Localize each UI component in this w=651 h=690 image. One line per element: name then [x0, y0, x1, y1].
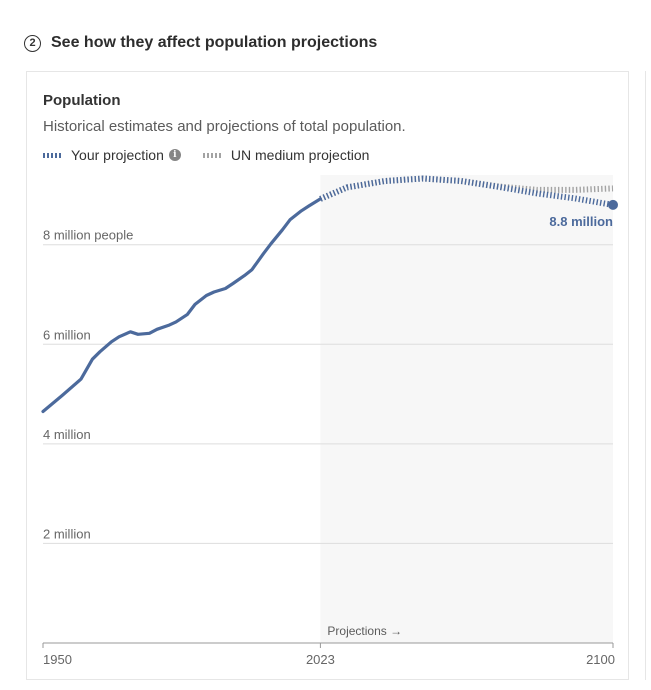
step-number-badge: 2 — [24, 34, 41, 52]
step-title: See how they affect population projectio… — [51, 34, 378, 51]
y-tick-label: 4 million — [43, 427, 91, 442]
historical-line — [41, 197, 322, 414]
chart-legend: Your projection i UN medium projection — [43, 147, 391, 163]
y-tick-label: 2 million — [43, 526, 91, 541]
un-projection-line — [319, 175, 614, 202]
legend-label-un-projection: UN medium projection — [230, 147, 370, 163]
projection-end-point — [608, 199, 618, 210]
legend-swatch-un-projection — [202, 152, 223, 158]
y-tick-label: 8 million people — [43, 228, 133, 243]
projection-shading — [320, 175, 613, 643]
y-tick-label: 6 million — [43, 327, 91, 342]
chart-subtitle: Historical estimates and projections of … — [43, 118, 406, 135]
chart-title: Population — [43, 92, 121, 109]
legend-swatch-your-projection — [43, 152, 63, 158]
legend-item-un-projection[interactable]: UN medium projection — [202, 147, 370, 163]
info-icon[interactable]: i — [168, 149, 181, 161]
step-header: 2 See how they affect population project… — [24, 31, 377, 55]
x-tick-label: 2100 — [586, 652, 615, 667]
legend-label-your-projection: Your projection — [71, 147, 164, 163]
legend-item-your-projection[interactable]: Your projection i — [43, 147, 181, 163]
end-value-label: 8.8 million — [549, 214, 613, 229]
projections-label: Projections → — [327, 624, 402, 638]
x-tick-label: 2023 — [306, 652, 335, 667]
next-card-edge — [645, 71, 651, 680]
x-tick-label: 1950 — [43, 652, 72, 667]
